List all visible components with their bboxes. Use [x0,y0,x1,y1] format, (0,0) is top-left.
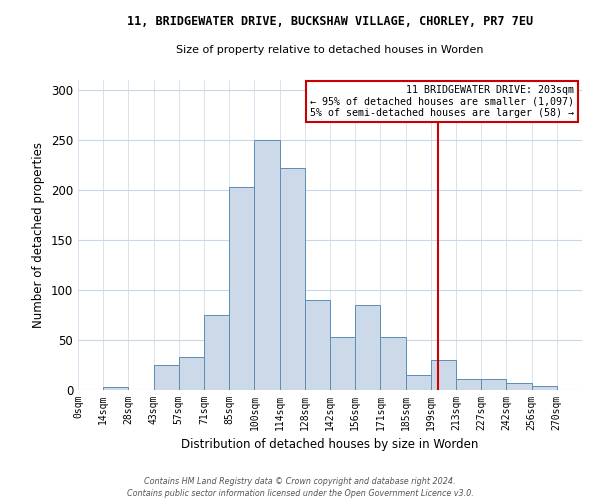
Bar [355,305,380,390]
Text: 11, BRIDGEWATER DRIVE, BUCKSHAW VILLAGE, CHORLEY, PR7 7EU: 11, BRIDGEWATER DRIVE, BUCKSHAW VILLAGE,… [127,15,533,28]
Bar [532,386,557,390]
Text: Contains public sector information licensed under the Open Government Licence v3: Contains public sector information licen… [127,489,473,498]
Bar [506,383,532,390]
Bar [456,379,481,390]
Bar [179,357,204,390]
Bar [280,168,305,390]
Bar [431,360,456,390]
Bar [154,365,179,390]
Text: Contains HM Land Registry data © Crown copyright and database right 2024.: Contains HM Land Registry data © Crown c… [144,478,456,486]
Text: Size of property relative to detached houses in Worden: Size of property relative to detached ho… [176,45,484,55]
Bar [103,387,128,390]
Bar [204,315,229,390]
Bar [254,140,280,390]
Bar [305,300,330,390]
Y-axis label: Number of detached properties: Number of detached properties [32,142,46,328]
Bar [406,375,431,390]
X-axis label: Distribution of detached houses by size in Worden: Distribution of detached houses by size … [181,438,479,452]
Text: 11 BRIDGEWATER DRIVE: 203sqm
← 95% of detached houses are smaller (1,097)
5% of : 11 BRIDGEWATER DRIVE: 203sqm ← 95% of de… [310,84,574,118]
Bar [229,187,254,390]
Bar [330,337,355,390]
Bar [380,337,406,390]
Bar [481,379,506,390]
